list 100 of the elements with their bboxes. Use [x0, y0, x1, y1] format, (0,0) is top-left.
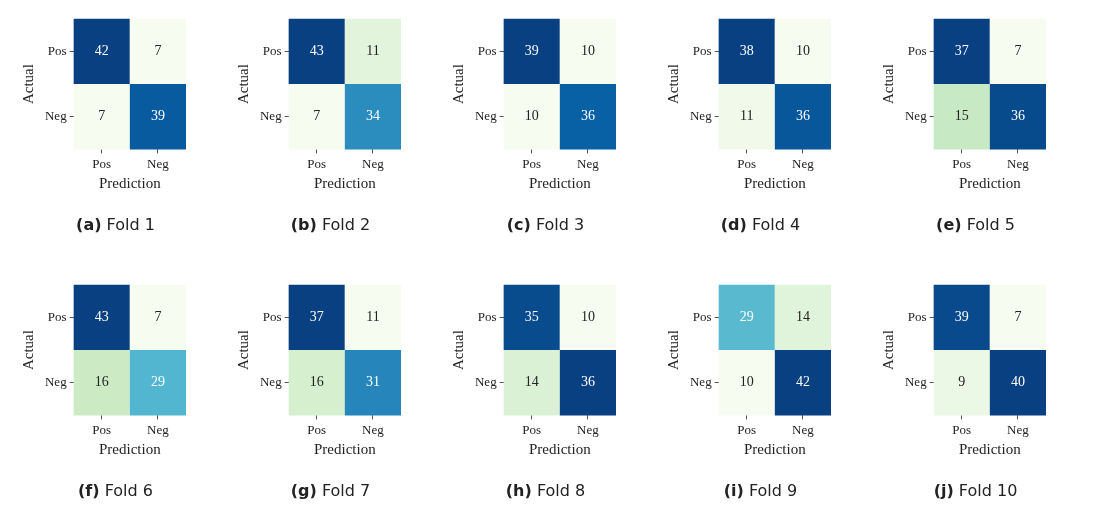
- data-label: 38: [739, 43, 754, 59]
- data-label: 36: [1010, 108, 1025, 124]
- data-label: 36: [795, 108, 810, 124]
- x-tick-label: Pos: [951, 421, 971, 437]
- data-label: 43: [309, 43, 324, 59]
- x-tick-label: Pos: [521, 155, 541, 171]
- data-label: 11: [365, 43, 380, 59]
- y-tick-label: Pos: [907, 42, 927, 58]
- x-axis-title: Prediction: [528, 174, 591, 191]
- x-axis-title: Prediction: [313, 174, 376, 191]
- y-tick-label: Neg: [259, 374, 282, 390]
- data-label: 11: [739, 108, 753, 124]
- data-label: 7: [312, 108, 320, 124]
- text: (c) Fold 3: [506, 215, 585, 234]
- y-tick-label: Pos: [47, 42, 67, 58]
- data-label: 42: [94, 43, 109, 59]
- x-tick-label: Neg: [576, 421, 599, 437]
- x-axis-title: Prediction: [743, 174, 806, 191]
- text: (e) Fold 5: [936, 215, 1015, 234]
- y-tick-label: Pos: [692, 308, 712, 324]
- x-tick-label: Neg: [146, 155, 169, 171]
- x-axis-title: Prediction: [958, 440, 1021, 457]
- y-tick-label: Pos: [262, 308, 282, 324]
- y-tick-label: Neg: [44, 374, 67, 390]
- y-tick-label: Neg: [259, 108, 282, 124]
- x-tick-label: Neg: [361, 421, 384, 437]
- data-label: 39: [150, 108, 165, 124]
- y-tick-label: Neg: [904, 374, 927, 390]
- x-axis-title: Prediction: [98, 440, 161, 457]
- data-label: 29: [739, 309, 754, 325]
- y-axis-title: Actual: [879, 330, 896, 371]
- data-label: 37: [954, 43, 969, 59]
- x-tick-label: Pos: [306, 155, 326, 171]
- data-label: 40: [1010, 374, 1025, 390]
- y-axis-title: Actual: [449, 64, 466, 105]
- x-tick-label: Pos: [736, 155, 756, 171]
- y-tick-label: Neg: [689, 108, 712, 124]
- data-label: 14: [795, 309, 810, 325]
- x-axis-title: Prediction: [98, 174, 161, 191]
- y-axis-title: Actual: [879, 64, 896, 105]
- text: (b) Fold 2: [290, 215, 371, 234]
- data-label: 10: [739, 374, 754, 390]
- x-tick-label: Neg: [1006, 155, 1029, 171]
- y-axis-title: Actual: [449, 330, 466, 371]
- data-label: 35: [524, 309, 539, 325]
- text: (h) Fold 8: [505, 481, 586, 500]
- data-label: 7: [97, 108, 105, 124]
- data-label: 10: [580, 309, 595, 325]
- y-axis-title: Actual: [19, 64, 36, 105]
- x-axis-title: Prediction: [743, 440, 806, 457]
- data-label: 10: [524, 108, 539, 124]
- data-label: 43: [94, 309, 109, 325]
- y-tick-label: Pos: [47, 308, 67, 324]
- text: (a) Fold 1: [76, 215, 155, 234]
- x-tick-label: Neg: [791, 155, 814, 171]
- x-tick-label: Neg: [361, 155, 384, 171]
- y-tick-label: Neg: [44, 108, 67, 124]
- x-tick-label: Neg: [146, 421, 169, 437]
- y-tick-label: Pos: [907, 308, 927, 324]
- x-tick-label: Pos: [521, 421, 541, 437]
- data-label: 42: [795, 374, 810, 390]
- data-label: 7: [153, 43, 161, 59]
- x-tick-label: Pos: [306, 421, 326, 437]
- text: (d) Fold 4: [720, 215, 801, 234]
- data-label: 39: [954, 309, 969, 325]
- y-tick-label: Neg: [474, 108, 497, 124]
- data-label: 16: [94, 374, 109, 390]
- data-label: 9: [957, 374, 965, 390]
- data-label: 10: [580, 43, 595, 59]
- x-axis-title: Prediction: [313, 440, 376, 457]
- x-tick-label: Pos: [91, 155, 111, 171]
- y-axis-title: Actual: [234, 330, 251, 371]
- data-label: 14: [524, 374, 539, 390]
- y-tick-label: Neg: [904, 108, 927, 124]
- text: (i) Fold 9: [723, 481, 798, 500]
- text: (g) Fold 7: [290, 481, 371, 500]
- text: (j) Fold 10: [933, 481, 1018, 500]
- x-tick-label: Neg: [576, 155, 599, 171]
- x-tick-label: Pos: [91, 421, 111, 437]
- data-label: 29: [150, 374, 165, 390]
- data-label: 7: [1013, 43, 1021, 59]
- y-axis-title: Actual: [234, 64, 251, 105]
- y-tick-label: Neg: [689, 374, 712, 390]
- data-label: 10: [795, 43, 810, 59]
- data-label: 16: [309, 374, 324, 390]
- y-axis-title: Actual: [664, 64, 681, 105]
- y-tick-label: Pos: [692, 42, 712, 58]
- y-axis-title: Actual: [664, 330, 681, 371]
- y-tick-label: Pos: [477, 308, 497, 324]
- data-label: 36: [580, 374, 595, 390]
- data-label: 34: [365, 108, 380, 124]
- text: (f) Fold 6: [78, 481, 153, 500]
- x-axis-title: Prediction: [528, 440, 591, 457]
- x-tick-label: Pos: [736, 421, 756, 437]
- data-label: 11: [365, 309, 380, 325]
- y-axis-title: Actual: [19, 330, 36, 371]
- x-tick-label: Neg: [791, 421, 814, 437]
- data-label: 7: [153, 309, 161, 325]
- data-label: 36: [580, 108, 595, 124]
- y-tick-label: Pos: [262, 42, 282, 58]
